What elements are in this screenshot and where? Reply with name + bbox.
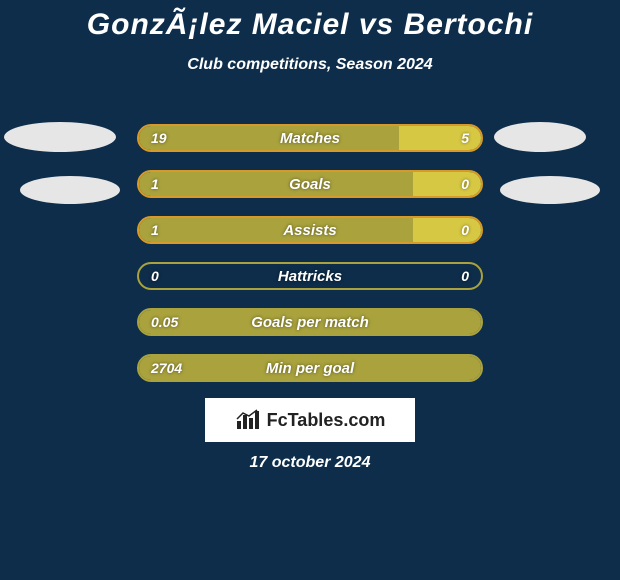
page-title: GonzÃ¡lez Maciel vs Bertochi bbox=[0, 0, 620, 42]
bar-label: Hattricks bbox=[139, 264, 481, 288]
subtitle: Club competitions, Season 2024 bbox=[0, 56, 620, 74]
decor-ellipse bbox=[494, 122, 586, 152]
decor-ellipse bbox=[500, 176, 600, 204]
stat-bar: 2704Min per goal bbox=[137, 354, 483, 382]
bar-label: Matches bbox=[139, 126, 481, 150]
bar-label: Goals bbox=[139, 172, 481, 196]
logo-box: FcTables.com bbox=[205, 398, 415, 442]
bar-label: Goals per match bbox=[139, 310, 481, 334]
stat-bar: 0.05Goals per match bbox=[137, 308, 483, 336]
stat-bar: 00Hattricks bbox=[137, 262, 483, 290]
fctables-icon bbox=[235, 409, 261, 431]
bar-label: Min per goal bbox=[139, 356, 481, 380]
stat-bar: 10Goals bbox=[137, 170, 483, 198]
logo-text: FcTables.com bbox=[267, 410, 386, 431]
stat-bar: 10Assists bbox=[137, 216, 483, 244]
decor-ellipse bbox=[4, 122, 116, 152]
comparison-bars: 195Matches 10Goals 10Assists 00Hattricks 0.0… bbox=[137, 124, 483, 400]
decor-ellipse bbox=[20, 176, 120, 204]
bar-label: Assists bbox=[139, 218, 481, 242]
date-label: 17 october 2024 bbox=[0, 454, 620, 472]
stat-bar: 195Matches bbox=[137, 124, 483, 152]
